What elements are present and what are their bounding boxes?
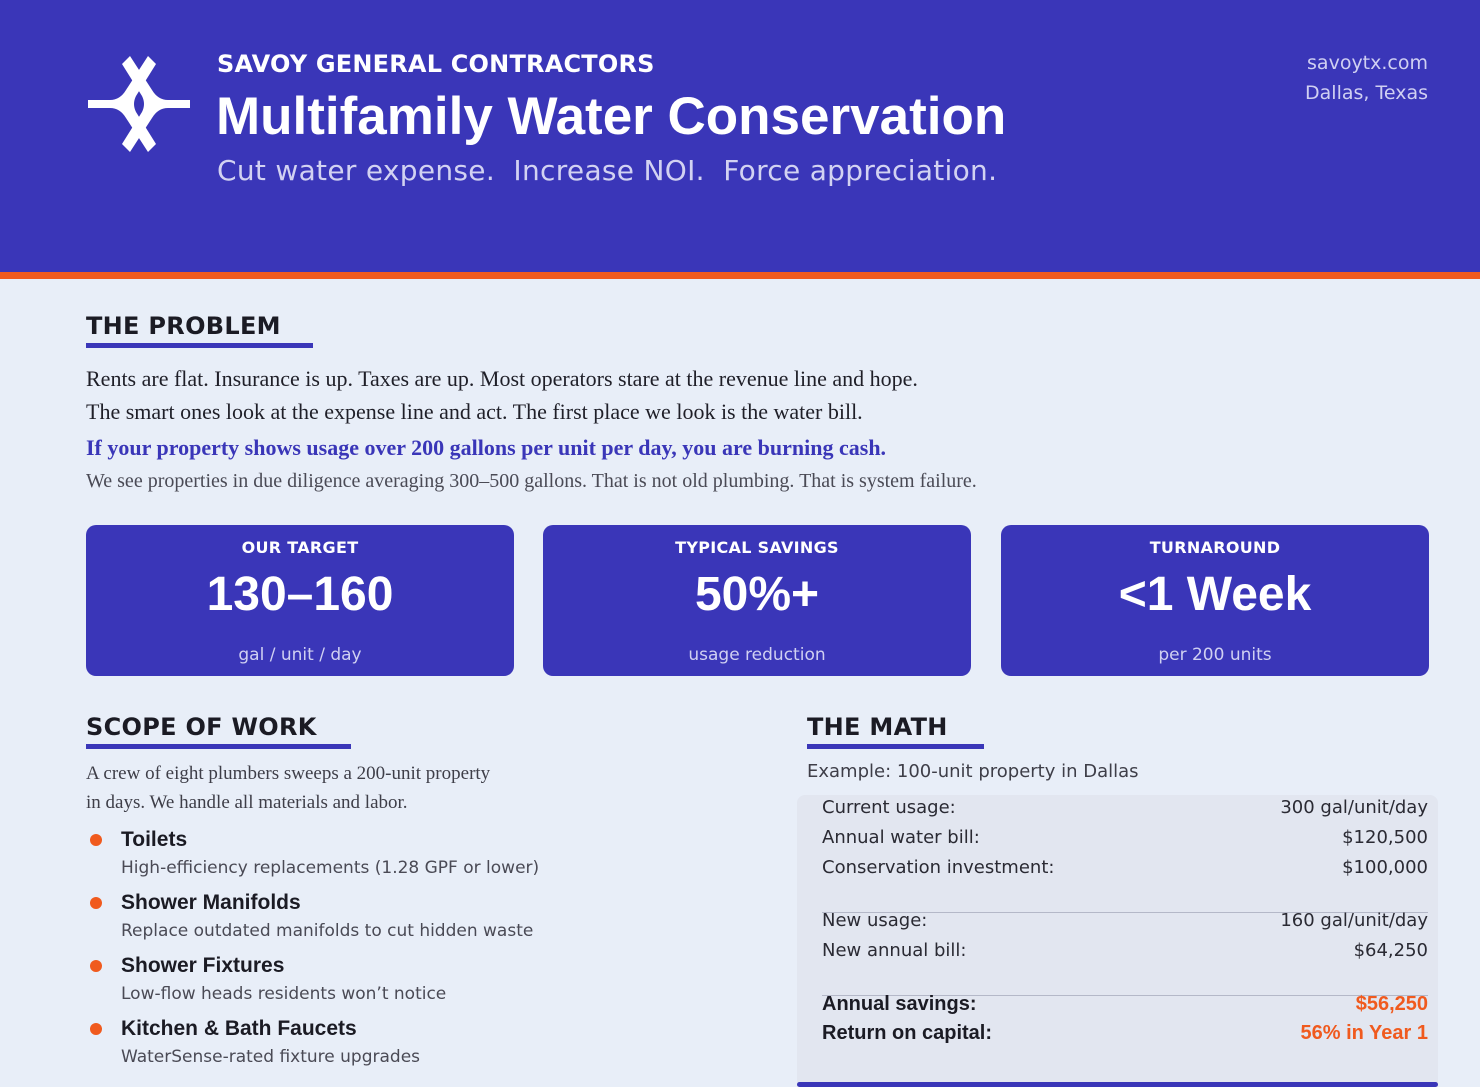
- problem-line-1: Rents are flat. Insurance is up. Taxes a…: [86, 366, 918, 391]
- math-heading-underline: [807, 744, 984, 749]
- stat-value: 50%+: [694, 568, 820, 621]
- math-value: $120,500: [1342, 827, 1428, 848]
- math-value: 56% in Year 1: [1300, 1022, 1429, 1044]
- website-link[interactable]: savoytx.com: [1307, 52, 1428, 74]
- math-bottom-strip: [797, 1082, 1438, 1087]
- page-title: Multifamily Water Conservation: [216, 87, 1007, 146]
- scope-item-desc: High-efficiency replacements (1.28 GPF o…: [121, 858, 540, 878]
- math-row-new-usage: New usage: 160 gal/unit/day: [822, 910, 1428, 940]
- stat-value: <1 Week: [1118, 568, 1312, 621]
- scope-item-desc: Low-flow heads residents won’t notice: [121, 984, 447, 1004]
- problem-heading-underline: [86, 343, 313, 348]
- scope-intro: A crew of eight plumbers sweeps a 200-un…: [86, 759, 546, 817]
- math-value: $100,000: [1342, 857, 1428, 878]
- contact-block: savoytx.com Dallas, Texas: [1305, 48, 1428, 108]
- math-heading: THE MATH: [807, 713, 948, 741]
- math-panel: [797, 795, 1438, 1087]
- math-caption: Example: 100-unit property in Dallas: [807, 761, 1139, 782]
- scope-intro-line-1: A crew of eight plumbers sweeps a 200-un…: [86, 763, 491, 784]
- scope-item-desc: Replace outdated manifolds to cut hidden…: [121, 921, 534, 941]
- header-accent-rule: [0, 272, 1480, 279]
- scope-item-name: Kitchen & Bath Faucets: [121, 1017, 357, 1040]
- math-value: $64,250: [1353, 940, 1428, 961]
- scope-item-desc: WaterSense-rated fixture upgrades: [121, 1047, 421, 1067]
- problem-line-2: The smart ones look at the expense line …: [86, 399, 863, 424]
- math-row-annual-savings: Annual savings: $56,250: [822, 993, 1428, 1023]
- math-row-annual-bill: Annual water bill: $120,500: [822, 827, 1428, 857]
- scope-item-name: Shower Manifolds: [121, 891, 301, 914]
- scope-intro-line-2: in days. We handle all materials and lab…: [86, 792, 408, 813]
- math-row-return: Return on capital: 56% in Year 1: [822, 1022, 1428, 1052]
- math-label: New annual bill:: [822, 940, 967, 961]
- problem-subtext: We see properties in due diligence avera…: [86, 470, 977, 492]
- tagline: Cut water expense. Increase NOI. Force a…: [217, 154, 998, 187]
- scope-item-toilets: Toilets High-efficiency replacements (1.…: [86, 826, 539, 889]
- math-value: $56,250: [1355, 993, 1428, 1015]
- bullet-dot-icon: [90, 1023, 102, 1035]
- company-name: SAVOY GENERAL CONTRACTORS: [217, 50, 655, 78]
- stat-card-turnaround: TURNAROUND <1 Week per 200 units: [1001, 525, 1429, 676]
- problem-heading: THE PROBLEM: [86, 312, 281, 340]
- header-banner: SAVOY GENERAL CONTRACTORS Multifamily Wa…: [0, 0, 1480, 272]
- scope-heading-underline: [86, 744, 351, 749]
- stat-label: TYPICAL SAVINGS: [675, 538, 839, 557]
- location-text: Dallas, Texas: [1305, 82, 1428, 104]
- scope-item-name: Shower Fixtures: [121, 954, 285, 977]
- math-label: Annual water bill:: [822, 827, 980, 848]
- scope-item-shower-manifolds: Shower Manifolds Replace outdated manifo…: [86, 889, 539, 952]
- scope-list: Toilets High-efficiency replacements (1.…: [86, 826, 539, 1078]
- stat-unit: usage reduction: [688, 645, 826, 665]
- math-value: 300 gal/unit/day: [1280, 797, 1428, 818]
- scope-item-faucets: Kitchen & Bath Faucets WaterSense-rated …: [86, 1015, 539, 1078]
- bullet-dot-icon: [90, 834, 102, 846]
- math-label: Annual savings:: [822, 993, 977, 1015]
- stat-card-savings: TYPICAL SAVINGS 50%+ usage reduction: [543, 525, 971, 676]
- math-divider: [822, 995, 1428, 996]
- bullet-dot-icon: [90, 897, 102, 909]
- math-divider: [822, 912, 1428, 913]
- bullet-dot-icon: [90, 960, 102, 972]
- problem-callout: If your property shows usage over 200 ga…: [86, 435, 887, 460]
- stat-label: OUR TARGET: [241, 538, 359, 557]
- stat-label: TURNAROUND: [1149, 538, 1281, 557]
- stat-card-target: OUR TARGET 130–160 gal / unit / day: [86, 525, 514, 676]
- scope-heading: SCOPE OF WORK: [86, 713, 317, 741]
- stat-value: 130–160: [206, 568, 394, 621]
- scope-item-name: Toilets: [121, 828, 188, 851]
- stat-unit: gal / unit / day: [238, 645, 362, 665]
- problem-body: Rents are flat. Insurance is up. Taxes a…: [86, 362, 918, 428]
- math-label: New usage:: [822, 910, 928, 931]
- savoy-star-logo-icon: [88, 56, 190, 152]
- math-row-new-bill: New annual bill: $64,250: [822, 940, 1428, 970]
- stat-unit: per 200 units: [1158, 645, 1272, 665]
- math-row-current-usage: Current usage: 300 gal/unit/day: [822, 797, 1428, 827]
- scope-item-shower-fixtures: Shower Fixtures Low-flow heads residents…: [86, 952, 539, 1015]
- math-label: Current usage:: [822, 797, 956, 818]
- math-value: 160 gal/unit/day: [1280, 910, 1428, 931]
- math-label: Return on capital:: [822, 1022, 993, 1044]
- math-label: Conservation investment:: [822, 857, 1055, 878]
- math-row-investment: Conservation investment: $100,000: [822, 857, 1428, 887]
